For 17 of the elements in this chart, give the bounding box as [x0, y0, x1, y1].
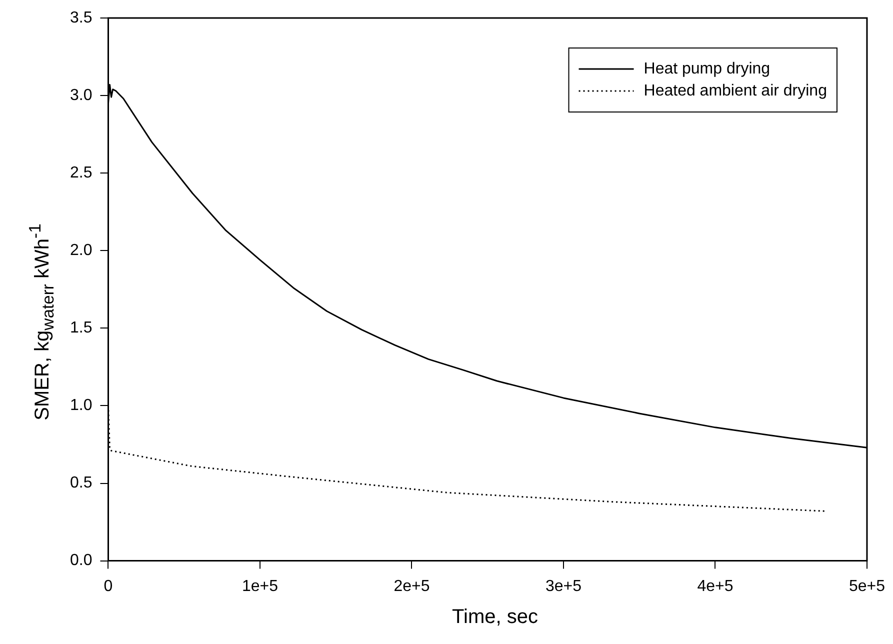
- y-tick-label: 1.5: [70, 320, 92, 337]
- legend-label: Heat pump drying: [644, 60, 770, 78]
- y-tick-label: 0.5: [70, 474, 92, 492]
- x-tick-label: 5e+5: [848, 578, 886, 595]
- legend-label: Heated ambient air drying: [644, 82, 827, 100]
- x-tick-label: 2e+5: [394, 578, 430, 595]
- y-tick-label: 2.5: [70, 164, 92, 182]
- x-tick-label: 0: [104, 578, 113, 595]
- y-tick-label: 3.5: [70, 9, 92, 26]
- y-tick-label: 1.0: [70, 397, 92, 414]
- x-tick-label: 1e+5: [242, 578, 278, 595]
- x-axis-title: Time, sec: [451, 606, 539, 629]
- x-tick-label: 4e+5: [697, 578, 734, 595]
- y-tick-label: 0.0: [70, 552, 92, 570]
- x-tick-label: 3e+5: [545, 578, 582, 595]
- y-tick-label: 3.0: [70, 86, 92, 104]
- y-tick-label: 2.0: [70, 242, 92, 260]
